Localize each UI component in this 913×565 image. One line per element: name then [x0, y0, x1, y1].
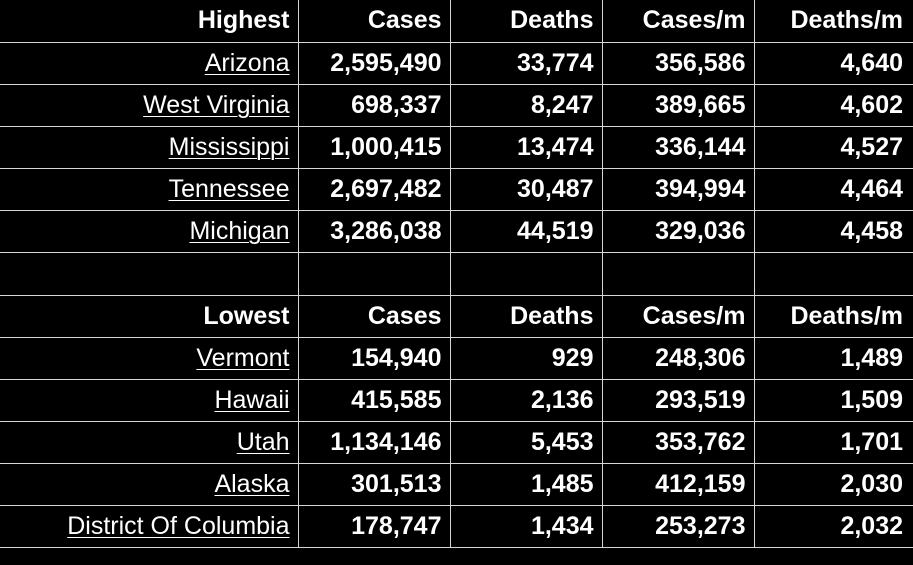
table-row: Tennessee 2,697,482 30,487 394,994 4,464 [0, 168, 913, 211]
cases-per-m-cell: 293,519 [602, 379, 755, 422]
table-row: Hawaii 415,585 2,136 293,519 1,509 [0, 379, 913, 422]
deaths-per-m-cell: 4,602 [754, 84, 913, 127]
state-cell: Vermont [0, 337, 299, 380]
cases-per-m-cell: 356,586 [602, 42, 755, 85]
state-cell: Arizona [0, 42, 299, 85]
table-row: District Of Columbia 178,747 1,434 253,2… [0, 505, 913, 548]
state-cell: Tennessee [0, 168, 299, 211]
cases-cell: 698,337 [298, 84, 451, 127]
state-link[interactable]: District Of Columbia [67, 511, 290, 540]
state-cell: Michigan [0, 210, 299, 253]
cases-per-m-cell: 329,036 [602, 210, 755, 253]
state-cell: District Of Columbia [0, 505, 299, 548]
deaths-cell: 2,136 [450, 379, 603, 422]
empty-cell [0, 252, 299, 296]
cases-per-m-cell: 336,144 [602, 126, 755, 169]
cases-cell: 2,697,482 [298, 168, 451, 211]
state-link[interactable]: Michigan [189, 216, 290, 245]
empty-cell [450, 252, 603, 296]
deaths-cell: 44,519 [450, 210, 603, 253]
deaths-cell: 929 [450, 337, 603, 380]
cases-cell: 2,595,490 [298, 42, 451, 85]
lowest-header-row: Lowest Cases Deaths Cases/m Deaths/m [0, 295, 913, 338]
cases-cell: 415,585 [298, 379, 451, 422]
deaths-per-m-cell: 4,458 [754, 210, 913, 253]
state-link[interactable]: Alaska [214, 469, 290, 498]
deaths-per-m-cell: 4,640 [754, 42, 913, 85]
state-link[interactable]: Mississippi [168, 132, 290, 161]
deaths-cell: 8,247 [450, 84, 603, 127]
table-row: Michigan 3,286,038 44,519 329,036 4,458 [0, 210, 913, 253]
deaths-per-m-cell: 2,032 [754, 505, 913, 548]
deaths-per-m-cell: 2,030 [754, 463, 913, 506]
column-header-cases-per-m: Cases/m [602, 295, 755, 338]
deaths-cell: 30,487 [450, 168, 603, 211]
cases-per-m-cell: 248,306 [602, 337, 755, 380]
table-row: West Virginia 698,337 8,247 389,665 4,60… [0, 84, 913, 127]
covid-state-table: Highest Cases Deaths Cases/m Deaths/m Ar… [0, 0, 913, 548]
spacer-row [0, 252, 913, 296]
cases-cell: 1,000,415 [298, 126, 451, 169]
state-link[interactable]: Utah [236, 427, 290, 456]
cases-per-m-cell: 412,159 [602, 463, 755, 506]
state-link[interactable]: Vermont [196, 343, 290, 372]
table-row: Arizona 2,595,490 33,774 356,586 4,640 [0, 42, 913, 85]
column-header-deaths: Deaths [450, 295, 603, 338]
deaths-cell: 1,485 [450, 463, 603, 506]
highest-header-row: Highest Cases Deaths Cases/m Deaths/m [0, 0, 913, 43]
column-header-highest: Highest [0, 0, 299, 43]
deaths-per-m-cell: 1,489 [754, 337, 913, 380]
deaths-cell: 5,453 [450, 421, 603, 464]
deaths-per-m-cell: 1,701 [754, 421, 913, 464]
state-cell: Hawaii [0, 379, 299, 422]
table-row: Vermont 154,940 929 248,306 1,489 [0, 337, 913, 380]
state-cell: West Virginia [0, 84, 299, 127]
cases-per-m-cell: 353,762 [602, 421, 755, 464]
empty-cell [602, 252, 755, 296]
column-header-cases: Cases [298, 0, 451, 43]
deaths-cell: 13,474 [450, 126, 603, 169]
state-link[interactable]: Arizona [204, 48, 290, 77]
cases-cell: 178,747 [298, 505, 451, 548]
empty-cell [754, 252, 913, 296]
state-cell: Utah [0, 421, 299, 464]
table-row: Utah 1,134,146 5,453 353,762 1,701 [0, 421, 913, 464]
column-header-deaths-per-m: Deaths/m [754, 295, 913, 338]
state-link[interactable]: West Virginia [143, 90, 290, 119]
deaths-per-m-cell: 1,509 [754, 379, 913, 422]
column-header-deaths: Deaths [450, 0, 603, 43]
column-header-lowest: Lowest [0, 295, 299, 338]
cases-cell: 154,940 [298, 337, 451, 380]
state-link[interactable]: Tennessee [168, 174, 290, 203]
cases-per-m-cell: 389,665 [602, 84, 755, 127]
deaths-cell: 1,434 [450, 505, 603, 548]
state-cell: Mississippi [0, 126, 299, 169]
deaths-per-m-cell: 4,527 [754, 126, 913, 169]
column-header-cases: Cases [298, 295, 451, 338]
cases-cell: 1,134,146 [298, 421, 451, 464]
cases-per-m-cell: 394,994 [602, 168, 755, 211]
table-row: Alaska 301,513 1,485 412,159 2,030 [0, 463, 913, 506]
empty-cell [298, 252, 451, 296]
state-link[interactable]: Hawaii [214, 385, 290, 414]
column-header-deaths-per-m: Deaths/m [754, 0, 913, 43]
deaths-per-m-cell: 4,464 [754, 168, 913, 211]
column-header-cases-per-m: Cases/m [602, 0, 755, 43]
cases-per-m-cell: 253,273 [602, 505, 755, 548]
deaths-cell: 33,774 [450, 42, 603, 85]
table-row: Mississippi 1,000,415 13,474 336,144 4,5… [0, 126, 913, 169]
cases-cell: 3,286,038 [298, 210, 451, 253]
state-cell: Alaska [0, 463, 299, 506]
cases-cell: 301,513 [298, 463, 451, 506]
